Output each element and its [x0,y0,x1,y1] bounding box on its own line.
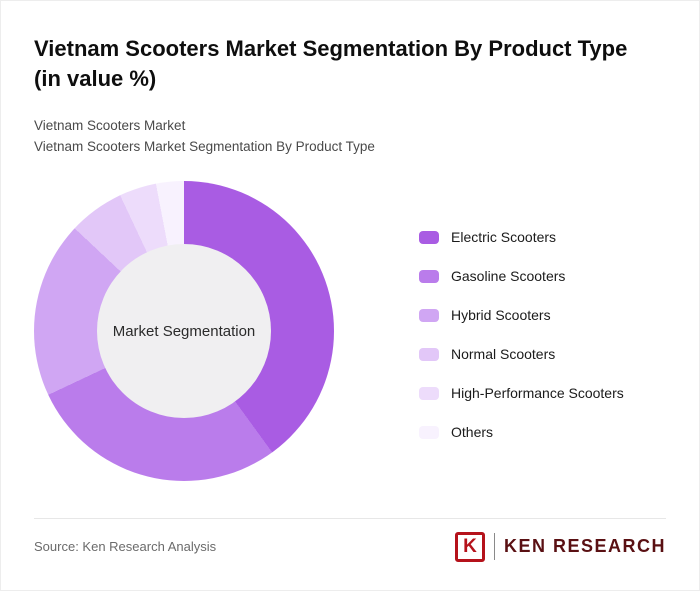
source-note: Source: Ken Research Analysis [34,539,217,554]
legend-item: Normal Scooters [419,346,624,362]
legend-item: Hybrid Scooters [419,307,624,323]
legend-item: High-Performance Scooters [419,385,624,401]
legend-label: Hybrid Scooters [451,307,551,323]
legend-label: Others [451,424,494,440]
footer: Source: Ken Research Analysis K KEN RESE… [34,518,666,574]
chart-subtitle-market: Vietnam Scooters Market [34,118,186,133]
logo-wordmark: KEN RESEARCH [503,536,666,556]
legend-swatch [419,269,439,283]
donut-center: Market Segmentation [97,244,271,418]
chart-subtitle-segmentation: Vietnam Scooters Market Segmentation By … [34,139,375,154]
logo-divider [493,533,495,560]
donut-chart-area: Market Segmentation [34,181,334,481]
donut-center-label: Market Segmentation [112,322,256,340]
chart-subtitles: Vietnam Scooters Market Vietnam Scooters… [34,115,375,157]
legend-swatch [419,386,439,400]
ken-research-logo-icon: K [454,531,485,562]
legend-label: Gasoline Scooters [451,268,566,284]
legend-label: High-Performance Scooters [451,385,624,401]
ken-research-logo: K KEN RESEARCH [454,531,666,562]
legend: Electric Scooters Gasoline Scooters Hybrid… [419,229,624,463]
legend-label: Normal Scooters [451,346,556,362]
legend-swatch [419,230,439,244]
legend-swatch [419,308,439,322]
legend-label: Electric Scooters [451,229,557,245]
legend-item: Gasoline Scooters [419,268,624,284]
legend-item: Others [419,424,624,440]
legend-swatch [419,425,439,439]
legend-swatch [419,347,439,361]
page-title: Vietnam Scooters Market Segmentation By … [34,36,628,91]
legend-item: Electric Scooters [419,229,624,245]
